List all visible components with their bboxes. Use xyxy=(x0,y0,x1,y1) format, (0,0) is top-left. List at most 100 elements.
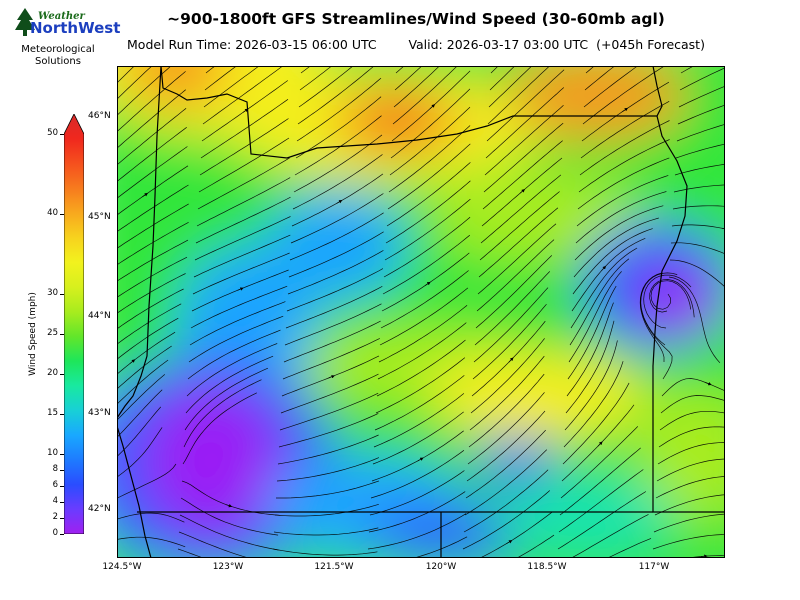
streamline xyxy=(677,104,725,125)
lon-label-124-5: 124.5°W xyxy=(102,562,142,572)
colorbar-tick-25: 25 xyxy=(47,328,58,338)
streamline xyxy=(563,361,624,448)
colorbar-tick-mark xyxy=(60,294,64,295)
field-calm-sw xyxy=(142,386,282,536)
streamline xyxy=(654,494,725,516)
streamline xyxy=(483,122,564,193)
streamline xyxy=(560,426,639,499)
streamline xyxy=(472,303,547,380)
oregon-coastline xyxy=(117,66,162,419)
streamline-arrow xyxy=(519,188,526,194)
colorbar-tick-mark xyxy=(60,518,64,519)
logo-word-top: Weather xyxy=(38,11,85,22)
streamline xyxy=(568,271,622,363)
streamline xyxy=(117,374,166,421)
streamline xyxy=(394,66,423,91)
streamline xyxy=(117,184,189,233)
streamline-arrow xyxy=(424,281,431,286)
valid-time-text: Valid: 2026-03-17 03:00 UTC (+045h Forec… xyxy=(408,37,705,52)
logo-word-main: NorthWest xyxy=(30,19,121,37)
streamline xyxy=(283,320,381,363)
streamline-arrow xyxy=(225,503,233,508)
streamline xyxy=(393,66,440,108)
streamline xyxy=(369,470,465,516)
streamline xyxy=(606,538,652,558)
streamline xyxy=(295,96,382,159)
streamline xyxy=(117,512,185,523)
streamline xyxy=(203,66,260,108)
streamline xyxy=(117,359,169,405)
streamline xyxy=(478,207,559,278)
streamline xyxy=(657,442,725,465)
streamline xyxy=(290,193,384,244)
streamline xyxy=(565,320,615,414)
streamline xyxy=(659,410,725,431)
streamline xyxy=(564,340,618,431)
streamline xyxy=(372,411,464,465)
streamline xyxy=(669,259,725,288)
streamline xyxy=(484,105,564,176)
streamline xyxy=(117,389,163,438)
streamline xyxy=(479,191,560,261)
colorbar-tick-mark xyxy=(60,374,64,375)
streamline xyxy=(559,447,641,516)
streamline-arrow xyxy=(508,357,514,363)
streamline xyxy=(117,239,189,282)
streamline xyxy=(655,476,725,499)
field-weak-sc xyxy=(477,436,557,486)
streamline xyxy=(482,140,563,210)
streamline xyxy=(386,162,471,227)
streamline-arrow xyxy=(597,441,603,447)
streamline xyxy=(182,392,257,465)
streamline xyxy=(377,322,467,380)
streamline xyxy=(368,491,466,533)
logo-tagline: Meteorological Solutions xyxy=(8,44,108,68)
streamline xyxy=(476,239,555,312)
streamline xyxy=(570,247,638,329)
field-light-c xyxy=(267,191,407,301)
streamline xyxy=(280,373,379,414)
streamline xyxy=(294,115,382,176)
streamline xyxy=(192,252,290,295)
logo-tagline-1: Meteorological xyxy=(21,44,95,55)
lat-label-45: 45°N xyxy=(88,212,111,222)
streamline xyxy=(117,345,172,390)
streamline xyxy=(288,231,384,278)
streamline xyxy=(197,157,290,210)
streamline xyxy=(676,123,725,142)
streamline xyxy=(297,66,375,125)
streamline xyxy=(189,301,286,346)
streamline xyxy=(117,66,135,84)
streamline xyxy=(287,250,384,295)
colorbar-ramp xyxy=(64,114,84,534)
streamline xyxy=(573,217,659,278)
streamline xyxy=(579,120,670,176)
colorbar-tick-8: 8 xyxy=(52,464,58,474)
streamline xyxy=(276,457,380,482)
streamline xyxy=(462,490,551,550)
streamline xyxy=(580,100,670,159)
streamline xyxy=(383,216,471,278)
streamline xyxy=(388,125,471,193)
streamline xyxy=(190,285,288,329)
colorbar-tick-mark xyxy=(60,454,64,455)
streamline xyxy=(640,286,673,380)
streamline xyxy=(486,69,565,142)
streamline xyxy=(656,458,725,482)
streamline xyxy=(643,274,692,329)
streamline xyxy=(117,303,182,345)
streamline xyxy=(412,536,468,558)
streamline xyxy=(204,66,237,91)
field-gusty-ne xyxy=(507,66,687,141)
streamline xyxy=(465,429,546,499)
streamline xyxy=(376,339,466,397)
state-boundaries xyxy=(117,66,725,558)
streamline xyxy=(117,146,188,199)
colorbar-tick-mark xyxy=(60,214,64,215)
streamline xyxy=(117,66,172,116)
streamline xyxy=(485,87,565,159)
streamline xyxy=(658,426,725,448)
streamline xyxy=(583,66,639,108)
streamline xyxy=(299,66,333,91)
streamline-arrow xyxy=(705,382,712,386)
